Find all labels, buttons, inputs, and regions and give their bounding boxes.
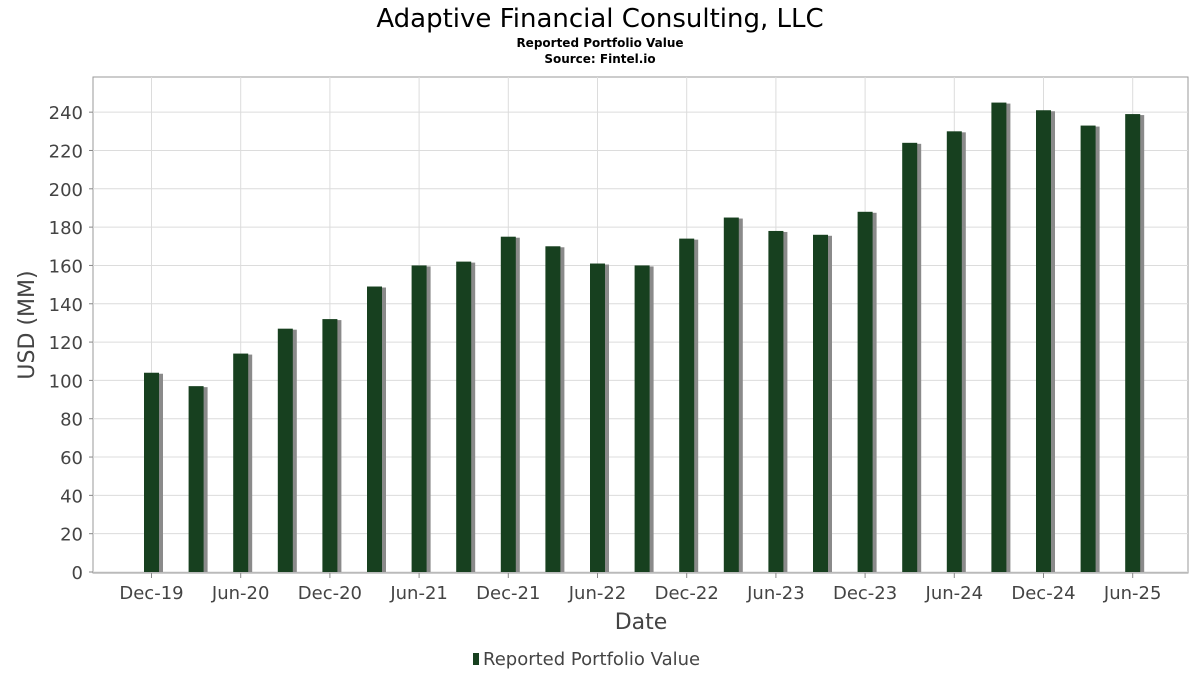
y-tick-label: 100 xyxy=(49,371,83,392)
y-tick-label: 200 xyxy=(49,180,83,201)
x-tick-label: Jun-21 xyxy=(389,583,448,604)
x-tick-label: Jun-22 xyxy=(568,583,627,604)
chart-title: Adaptive Financial Consulting, LLC xyxy=(376,4,823,34)
bar xyxy=(946,131,962,572)
bar xyxy=(679,238,695,572)
bars xyxy=(144,102,1145,573)
bar xyxy=(634,265,650,572)
x-tick-label: Jun-23 xyxy=(746,583,805,604)
bar xyxy=(991,102,1007,572)
bar xyxy=(144,372,159,572)
bar xyxy=(857,211,873,573)
y-tick-label: 140 xyxy=(49,295,83,316)
x-axis-ticks: Dec-19 Jun-20 Dec-20 Jun-21 Dec-21 Jun-22 Dec-… xyxy=(119,573,1161,604)
bar xyxy=(322,319,338,572)
y-tick-label: 220 xyxy=(49,141,83,162)
bar xyxy=(367,286,382,572)
bar xyxy=(1036,110,1051,572)
bar xyxy=(500,236,516,572)
legend-label: Reported Portfolio Value xyxy=(483,649,700,670)
bar xyxy=(723,217,739,573)
y-tick-label: 40 xyxy=(60,486,83,507)
legend: Reported Portfolio Value xyxy=(473,649,700,670)
y-tick-label: 20 xyxy=(60,525,83,546)
y-tick-label: 240 xyxy=(49,103,83,124)
y-tick-label: 60 xyxy=(60,448,83,469)
y-tick-label: 180 xyxy=(49,218,83,239)
bar xyxy=(188,386,204,572)
x-tick-label: Dec-23 xyxy=(833,583,897,604)
x-tick-label: Jun-24 xyxy=(925,583,984,604)
bar xyxy=(590,263,605,572)
bar xyxy=(233,353,249,572)
legend-swatch xyxy=(473,653,479,665)
x-tick-label: Dec-21 xyxy=(476,583,540,604)
x-tick-label: Dec-19 xyxy=(119,583,183,604)
bar xyxy=(277,328,293,572)
y-axis-ticks: 0 20 40 60 80 100 120 140 160 180 200 220 240 xyxy=(49,103,93,584)
x-tick-label: Dec-22 xyxy=(655,583,719,604)
chart-subtitle: Reported Portfolio Value xyxy=(516,36,683,50)
bar xyxy=(1125,114,1141,573)
y-tick-label: 0 xyxy=(72,563,83,584)
x-tick-label: Dec-20 xyxy=(298,583,362,604)
chart-source: Source: Fintel.io xyxy=(544,52,655,66)
x-axis-title: Date xyxy=(615,610,668,635)
y-axis-title: USD (MM) xyxy=(15,270,40,379)
bar xyxy=(902,142,918,573)
y-tick-label: 80 xyxy=(60,410,83,431)
y-tick-label: 160 xyxy=(49,256,83,277)
bar xyxy=(813,234,828,572)
bar xyxy=(545,246,561,572)
bar xyxy=(411,265,427,572)
x-tick-label: Dec-24 xyxy=(1011,583,1075,604)
bar xyxy=(768,230,784,572)
bar xyxy=(456,261,472,572)
x-tick-label: Jun-20 xyxy=(211,583,270,604)
x-tick-label: Jun-25 xyxy=(1103,583,1162,604)
y-tick-label: 120 xyxy=(49,333,83,354)
bar xyxy=(1080,125,1096,573)
